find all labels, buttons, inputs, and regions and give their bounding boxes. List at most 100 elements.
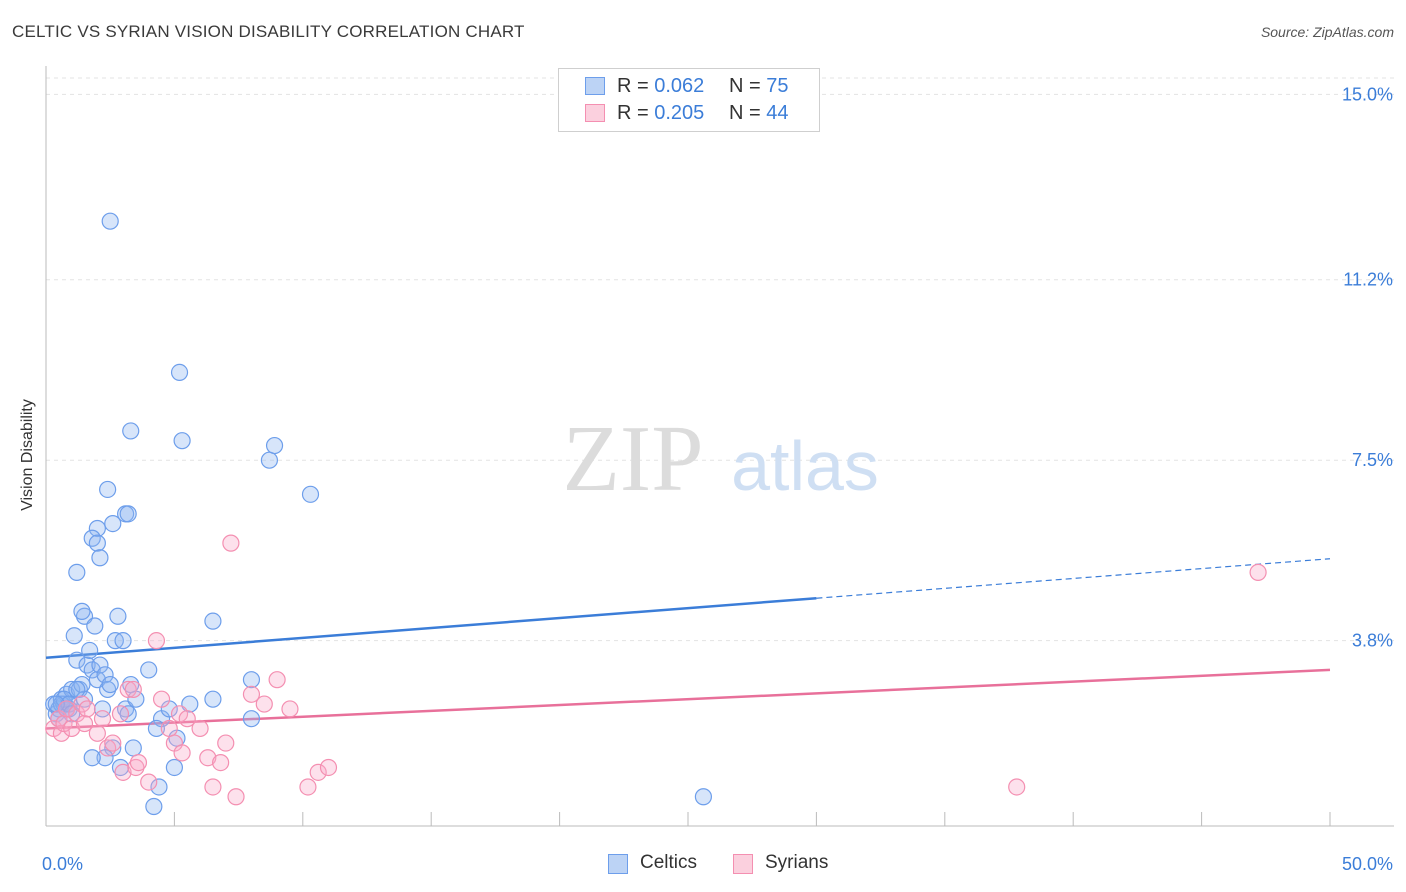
- syrians-point: [227, 788, 245, 806]
- syrians-point: [104, 734, 122, 752]
- syrians-point: [52, 724, 71, 742]
- syrians-point: [1249, 563, 1267, 581]
- chart-title: CELTIC VS SYRIAN VISION DISABILITY CORRE…: [12, 22, 525, 41]
- celtics-point: [694, 788, 713, 806]
- celtics-point: [124, 739, 142, 757]
- celtics-point: [78, 656, 96, 674]
- watermark-zip: ZIP: [563, 407, 704, 511]
- syrians-trend-line: [45, 668, 1331, 730]
- syrians-point: [309, 763, 327, 781]
- celtics-point: [101, 675, 119, 694]
- syrians-point: [160, 719, 178, 738]
- celtics-point: [242, 671, 261, 689]
- syrians-point: [129, 753, 148, 772]
- celtics-point: [204, 690, 222, 708]
- y-tick-label: 7.5%: [1352, 450, 1393, 470]
- syrians-point: [299, 778, 317, 796]
- legend-swatch-syrians: [585, 104, 605, 122]
- celtics-point: [145, 797, 163, 816]
- syrians-point: [75, 714, 94, 733]
- celtics-point: [147, 719, 166, 738]
- celtics-point: [260, 451, 279, 469]
- celtics-point: [170, 363, 189, 381]
- celtics-point: [88, 519, 106, 538]
- legend-n-syrians: N = 44: [729, 102, 789, 124]
- celtics-point: [73, 602, 91, 620]
- celtics-point: [119, 505, 137, 523]
- series-label-celtics: Celtics: [640, 852, 698, 873]
- series-label-syrians: Syrians: [765, 852, 829, 873]
- celtics-point: [68, 680, 86, 699]
- syrians-point: [1008, 778, 1026, 796]
- tick-labels: 3.8% 7.5% 11.2% 15.0% 0.0% 50.0%: [42, 84, 1393, 874]
- syrians-point: [212, 753, 230, 772]
- series-swatch-celtics: [608, 854, 628, 874]
- celtics-trend-extension: [816, 558, 1331, 599]
- syrians-point: [217, 734, 235, 752]
- celtics-point: [109, 607, 127, 625]
- syrians-point: [93, 710, 112, 728]
- legend-swatch-celtics: [585, 77, 605, 95]
- syrians-point: [99, 739, 117, 757]
- x-tick-label: 0.0%: [42, 854, 83, 874]
- celtics-point: [99, 680, 117, 699]
- axis-layer: [45, 66, 1394, 827]
- legend-n-celtics: N = 75: [729, 75, 789, 97]
- celtics-point: [140, 661, 158, 679]
- celtics-point: [73, 675, 91, 694]
- syrians-point: [119, 680, 137, 699]
- syrians-point: [57, 700, 76, 718]
- legend-r-syrians: R = 0.205: [617, 102, 705, 124]
- celtics-point: [68, 651, 86, 669]
- celtics-trend-line: [45, 596, 817, 659]
- celtics-point: [81, 641, 99, 660]
- syrians-point: [173, 744, 191, 762]
- y-tick-label: 3.8%: [1352, 631, 1393, 651]
- syrians-point: [255, 695, 273, 713]
- syrians-point: [140, 773, 158, 791]
- celtics-point: [204, 612, 222, 630]
- celtics-point: [91, 549, 109, 567]
- syrians-point: [124, 680, 142, 699]
- syrians-point: [319, 758, 338, 777]
- syrians-point: [88, 724, 106, 742]
- data-points: [45, 212, 1267, 816]
- syrians-point: [242, 685, 261, 703]
- celtics-point: [65, 627, 83, 645]
- syrians-point: [111, 705, 130, 723]
- celtics-point: [68, 563, 86, 581]
- stats-legend: R = 0.062 N = 75 R = 0.205 N = 44: [558, 68, 820, 132]
- celtics-point: [104, 514, 122, 533]
- celtics-point: [101, 212, 119, 230]
- syrians-point: [78, 700, 96, 718]
- syrians-point: [268, 671, 286, 689]
- syrians-point: [199, 749, 217, 767]
- syrians-point: [127, 758, 145, 777]
- series-swatch-syrians: [733, 854, 753, 874]
- legend-r-celtics: R = 0.062: [617, 75, 705, 97]
- y-tick-label: 11.2%: [1343, 270, 1393, 290]
- celtics-point: [86, 617, 104, 635]
- celtics-point: [96, 749, 114, 767]
- y-tick-label: 15.0%: [1342, 84, 1393, 104]
- syrians-point: [152, 690, 171, 708]
- celtics-point: [173, 432, 191, 450]
- celtics-point: [122, 422, 140, 440]
- syrians-point: [191, 719, 209, 738]
- celtics-point: [83, 529, 101, 547]
- celtics-point: [165, 758, 183, 777]
- watermark-atlas: atlas: [731, 427, 879, 505]
- syrians-point: [114, 763, 132, 781]
- grid-layer: [46, 77, 1394, 642]
- x-tick-label: 50.0%: [1342, 854, 1393, 874]
- celtics-point: [301, 485, 320, 503]
- celtics-point: [83, 749, 101, 767]
- celtics-point: [99, 480, 117, 499]
- source-label: Source: ZipAtlas.com: [1260, 24, 1394, 40]
- celtics-point: [47, 695, 65, 713]
- syrians-point: [204, 778, 222, 796]
- celtics-point: [150, 778, 168, 796]
- syrians-point: [73, 695, 91, 713]
- celtics-point: [242, 710, 261, 728]
